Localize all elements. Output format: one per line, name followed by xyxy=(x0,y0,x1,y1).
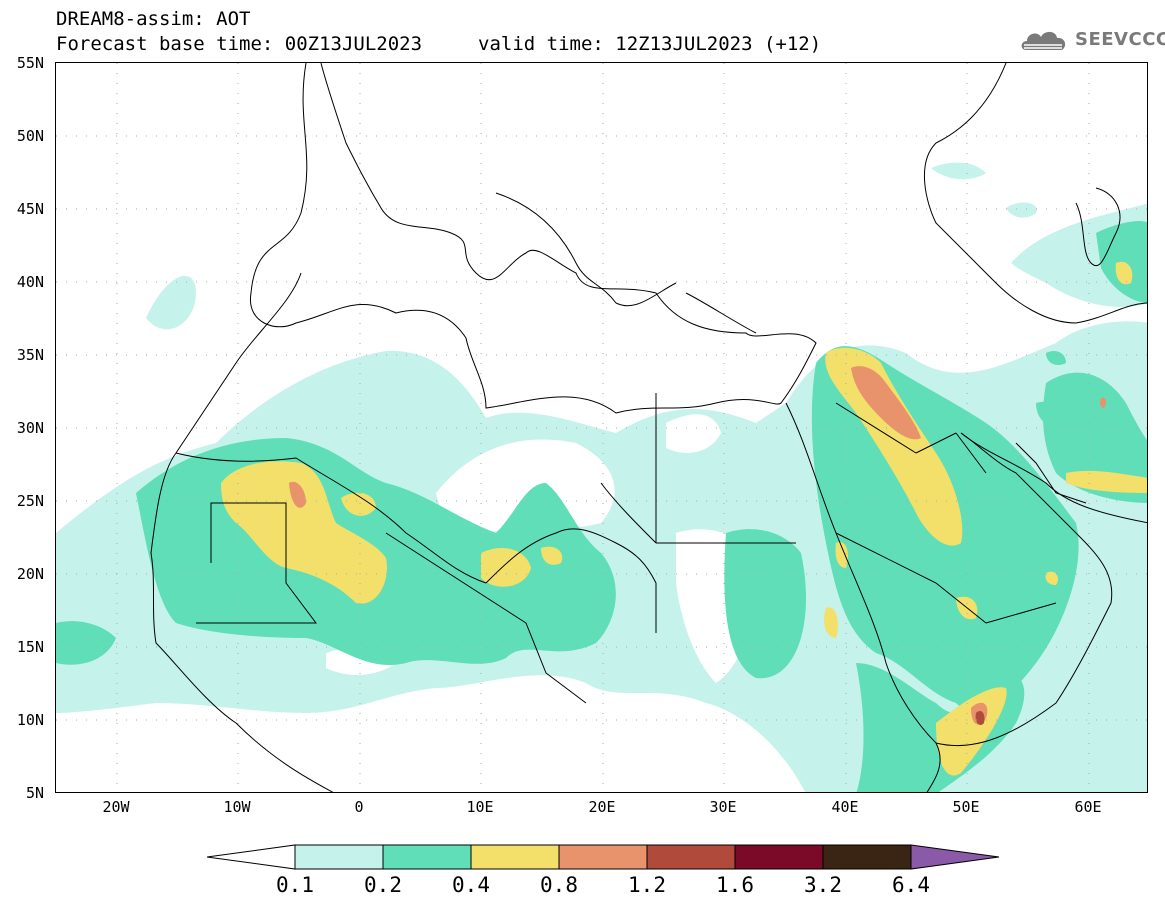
lat-label-10n: 10N xyxy=(16,711,44,729)
lat-label-20n: 20N xyxy=(16,565,44,583)
lon-label-20w: 20W xyxy=(102,798,130,816)
lon-label-40e: 40E xyxy=(831,798,859,816)
aot-level-1.2 xyxy=(975,711,985,725)
cloud-icon xyxy=(1021,31,1066,50)
color-bar-high-arrow xyxy=(910,844,1000,870)
lat-label-45n: 45N xyxy=(16,200,44,218)
lon-label-10e: 10E xyxy=(466,798,494,816)
color-bar-low-arrow xyxy=(206,844,296,870)
color-bar-segment-0.4 xyxy=(470,844,560,870)
color-bar-segment-0.2 xyxy=(382,844,472,870)
logo-text: SEEVCCC xyxy=(1075,29,1165,50)
color-bar-segment-0.1 xyxy=(294,844,384,870)
color-bar xyxy=(206,842,1000,872)
lat-label-40n: 40N xyxy=(16,273,44,291)
map-title: DREAM8-assim: AOT xyxy=(56,8,251,30)
seevccc-logo: SEEVCCC xyxy=(1018,24,1165,56)
aot-map xyxy=(55,62,1148,793)
lon-label-30e: 30E xyxy=(709,798,737,816)
lat-label-25n: 25N xyxy=(16,492,44,510)
lat-label-50n: 50N xyxy=(16,127,44,145)
lon-label-0: 0 xyxy=(354,798,364,816)
legend-label-1.6: 1.6 xyxy=(716,873,754,897)
lon-label-60e: 60E xyxy=(1074,798,1102,816)
color-bar-segment-1.6 xyxy=(734,844,824,870)
lon-label-10w: 10W xyxy=(223,798,251,816)
valid-time: valid time: 12Z13JUL2023 (+12) xyxy=(478,33,822,55)
color-bar-segment-1.2 xyxy=(646,844,736,870)
coastlines xyxy=(150,63,1147,792)
legend-label-1.2: 1.2 xyxy=(628,873,666,897)
color-bar-svg xyxy=(206,844,1000,870)
lat-label-30n: 30N xyxy=(16,419,44,437)
color-bar-segment-0.8 xyxy=(558,844,648,870)
lon-label-20e: 20E xyxy=(588,798,616,816)
color-bar-segment-3.2 xyxy=(822,844,912,870)
lat-label-35n: 35N xyxy=(16,346,44,364)
lon-label-50e: 50E xyxy=(952,798,980,816)
forecast-base-time: Forecast base time: 00Z13JUL2023 xyxy=(56,33,423,55)
lat-label-5n: 5N xyxy=(25,784,44,802)
aot-level-0.4 xyxy=(221,261,1147,776)
legend-label-0.2: 0.2 xyxy=(364,873,402,897)
map-canvas xyxy=(56,63,1147,792)
legend-label-6.4: 6.4 xyxy=(892,873,930,897)
legend-label-0.4: 0.4 xyxy=(452,873,490,897)
legend-label-0.1: 0.1 xyxy=(276,873,314,897)
legend-label-0.8: 0.8 xyxy=(540,873,578,897)
lat-label-15n: 15N xyxy=(16,638,44,656)
lat-label-55n: 55N xyxy=(16,54,44,72)
legend-label-3.2: 3.2 xyxy=(804,873,842,897)
